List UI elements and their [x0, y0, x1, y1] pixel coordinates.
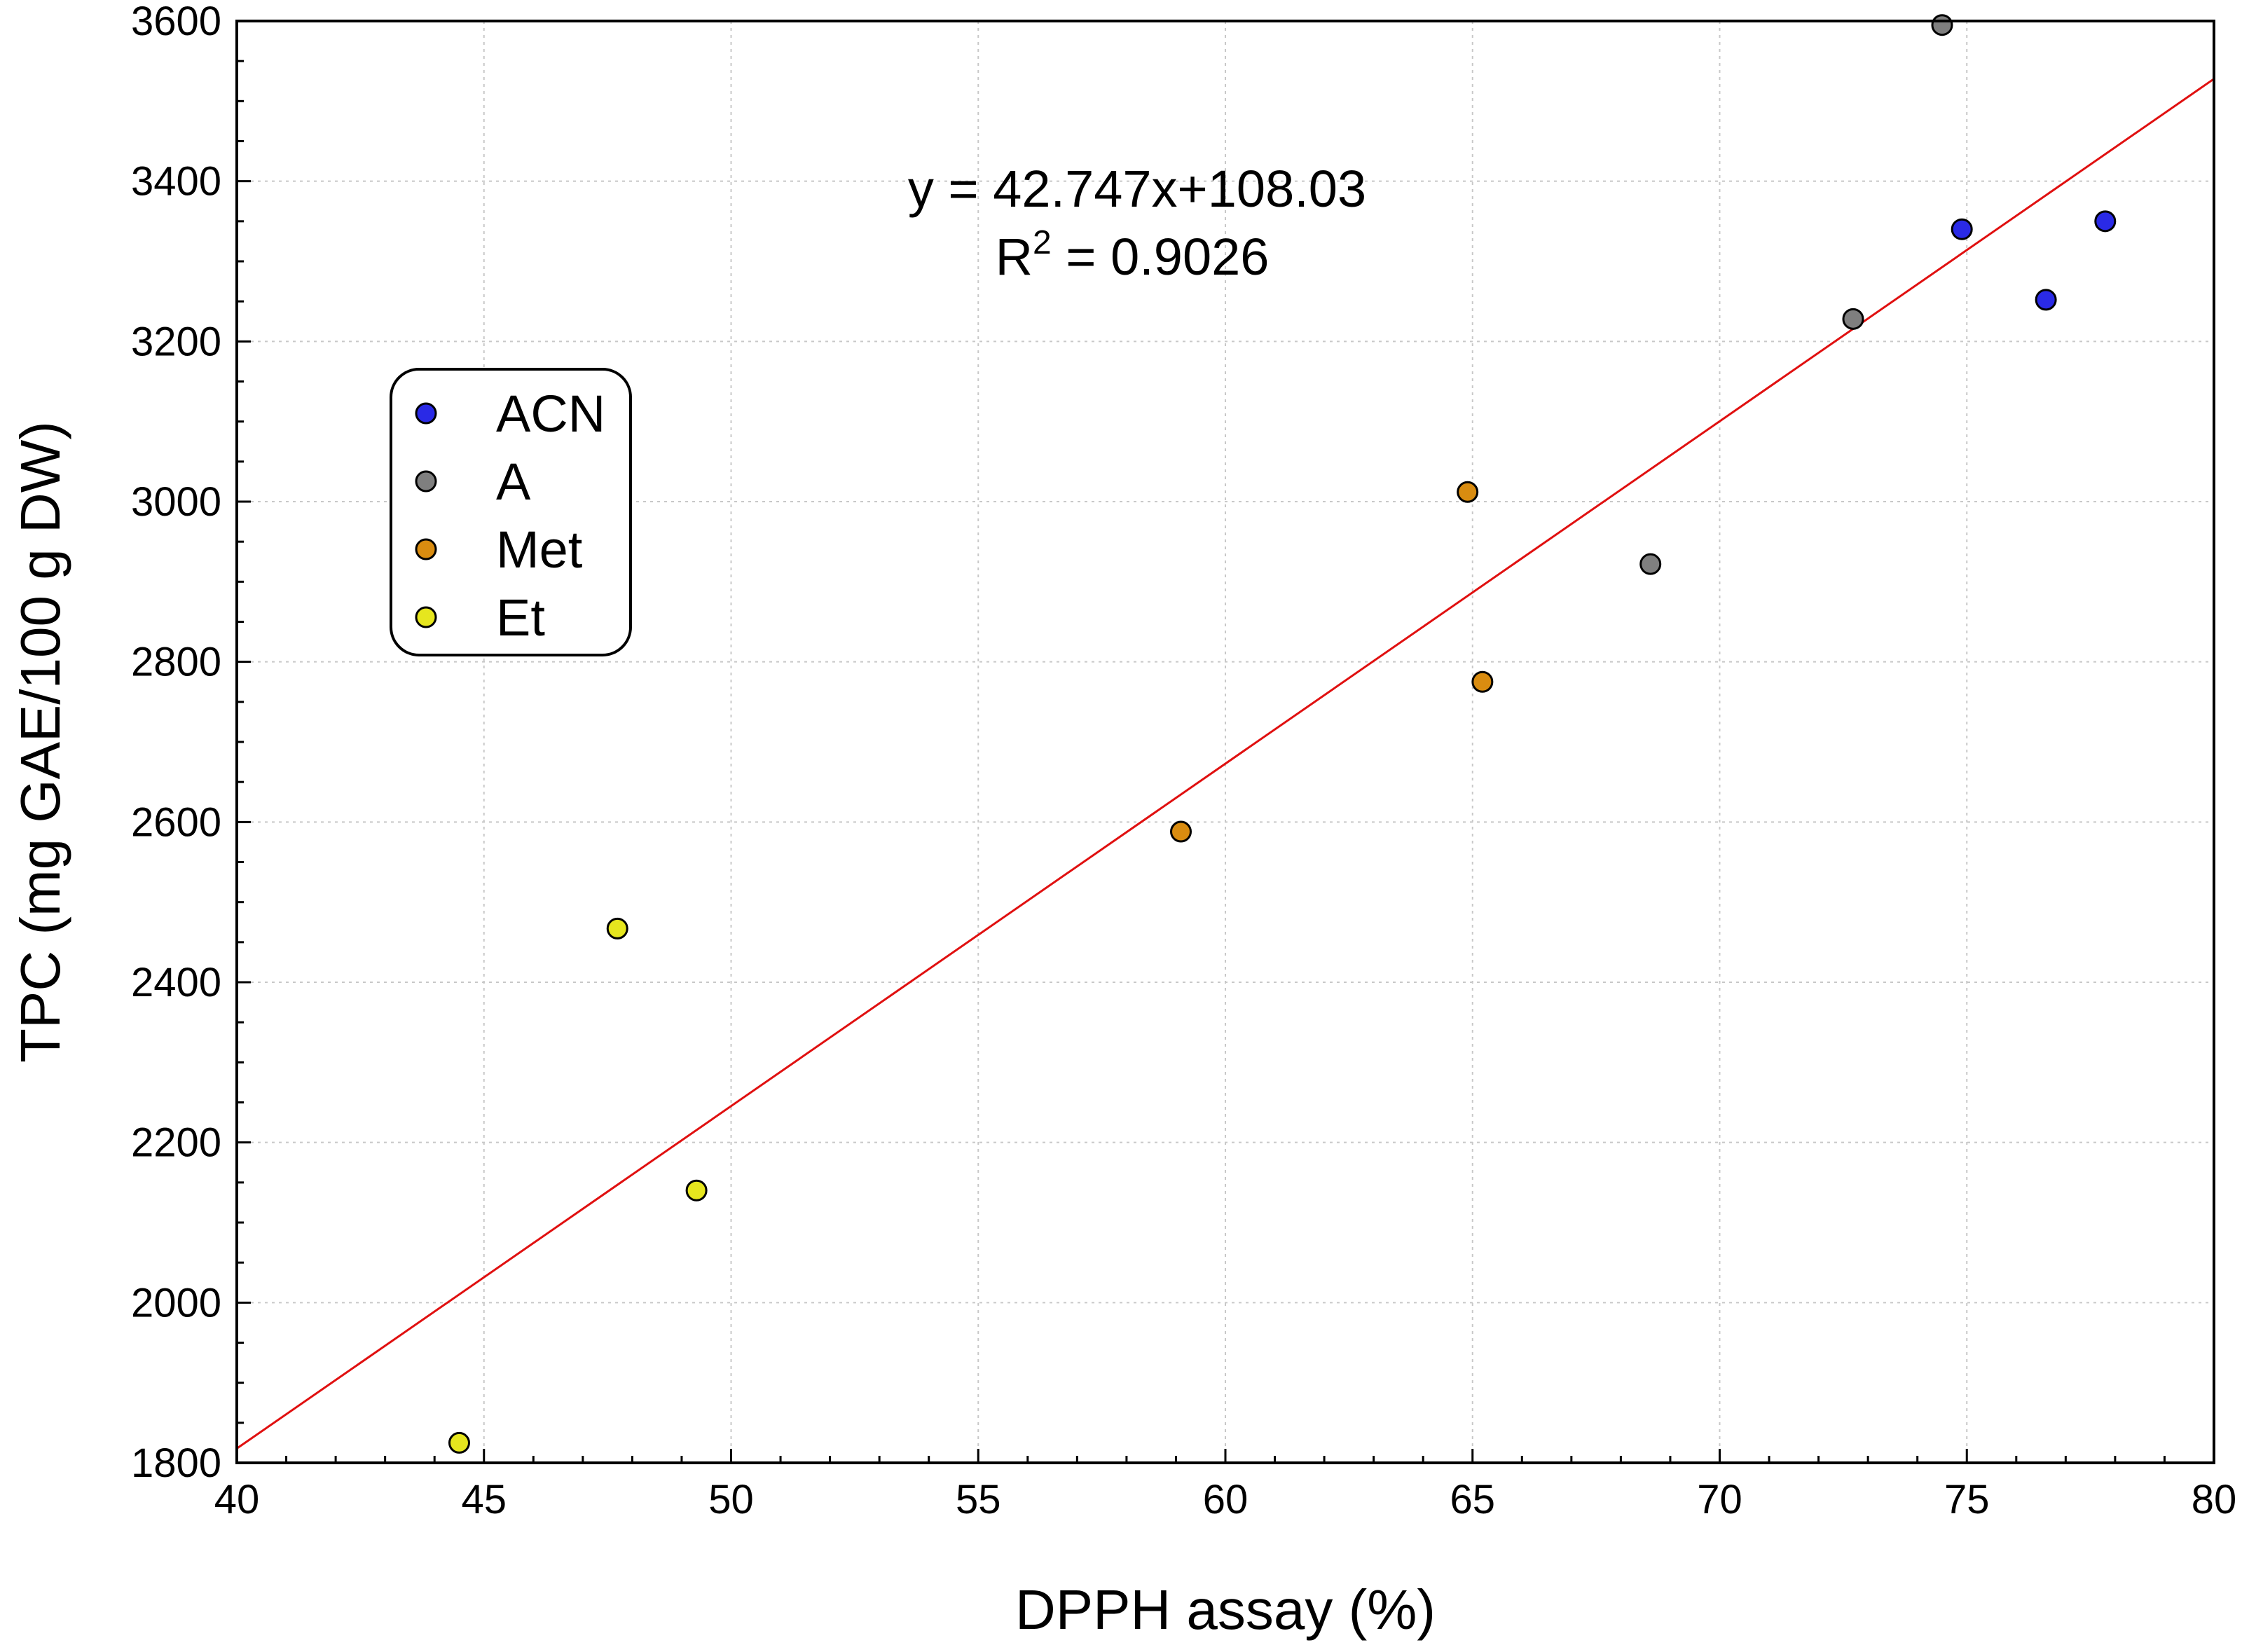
x-tick-label: 55	[956, 1477, 1001, 1522]
y-tick-label: 2800	[131, 640, 221, 685]
x-tick-labels: 40 45 50 55 60 65 70 75 80	[214, 1477, 2237, 1522]
data-point-met	[1170, 820, 1192, 843]
data-point-et	[685, 1179, 708, 1202]
legend-box	[390, 368, 632, 656]
x-tick-label: 70	[1697, 1477, 1742, 1522]
legend-marker-et	[415, 606, 437, 628]
regression-line	[236, 78, 2215, 1450]
legend: ACN A Met Et	[390, 368, 632, 656]
r-squared-label: R2 = 0.9026	[996, 224, 1270, 286]
legend-label-a: A	[496, 453, 531, 511]
data-point-et	[448, 1431, 470, 1454]
legend-label-et: Et	[496, 588, 545, 647]
x-tick-label: 45	[461, 1477, 507, 1522]
x-tick-label: 75	[1944, 1477, 1990, 1522]
grid	[237, 21, 2214, 1463]
y-tick-label: 3400	[131, 159, 221, 205]
x-tick-label: 80	[2192, 1477, 2237, 1522]
y-tick-label: 3200	[131, 319, 221, 364]
regression-equation: y = 42.747x+108.03	[908, 160, 1366, 218]
r-squared-prefix: R	[996, 228, 1033, 286]
legend-label-acn: ACN	[496, 385, 605, 443]
x-tick-label: 60	[1203, 1477, 1249, 1522]
r-squared-superscript: 2	[1033, 224, 1052, 261]
legend-marker-a	[415, 470, 437, 493]
y-tick-label: 2600	[131, 799, 221, 845]
data-point-et	[606, 917, 628, 939]
y-tick-label: 1800	[131, 1440, 221, 1486]
data-point-met	[1457, 481, 1479, 503]
data-point-acn	[2035, 289, 2057, 311]
data-point-acn	[1951, 218, 1973, 240]
axis-ticks	[235, 20, 2215, 1464]
r-squared-value: = 0.9026	[1052, 228, 1270, 286]
x-tick-label: 50	[708, 1477, 754, 1522]
data-point-acn	[2094, 210, 2117, 233]
y-tick-label: 2000	[131, 1280, 221, 1326]
regression-annotation: y = 42.747x+108.03 R2 = 0.9026	[908, 160, 1366, 286]
legend-label-met: Met	[496, 521, 583, 579]
data-points	[448, 14, 2117, 1454]
legend-marker-met	[415, 538, 437, 560]
data-point-a	[1639, 553, 1662, 575]
y-tick-label: 3600	[131, 0, 221, 44]
trendline-group	[236, 78, 2215, 1450]
data-point-a	[1842, 308, 1864, 330]
x-tick-label: 40	[214, 1477, 260, 1522]
legend-marker-acn	[415, 402, 437, 425]
y-tick-labels: 1800 2000 2200 2400 2600 2800 3000 3200 3400 3600	[131, 0, 221, 1486]
y-axis-title: TPC (mg GAE/100 g DW)	[9, 421, 71, 1063]
x-axis-title: DPPH assay (%)	[1015, 1578, 1436, 1641]
y-tick-label: 2400	[131, 960, 221, 1005]
y-tick-label: 3000	[131, 479, 221, 525]
data-point-met	[1471, 670, 1494, 693]
x-tick-label: 65	[1450, 1477, 1495, 1522]
y-tick-label: 2200	[131, 1120, 221, 1166]
data-point-a	[1931, 14, 1953, 36]
